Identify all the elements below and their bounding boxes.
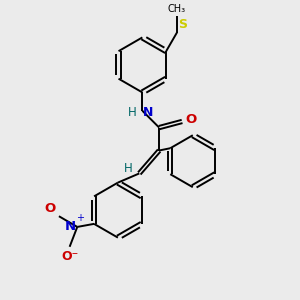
Text: O: O [45,202,56,215]
Text: N: N [143,106,154,119]
Text: N: N [65,220,76,233]
Text: O⁻: O⁻ [61,250,78,263]
Text: H: H [124,162,133,175]
Text: S: S [178,18,188,32]
Text: H: H [128,106,137,119]
Text: O: O [186,113,197,126]
Text: CH₃: CH₃ [168,4,186,14]
Text: +: + [76,213,84,223]
